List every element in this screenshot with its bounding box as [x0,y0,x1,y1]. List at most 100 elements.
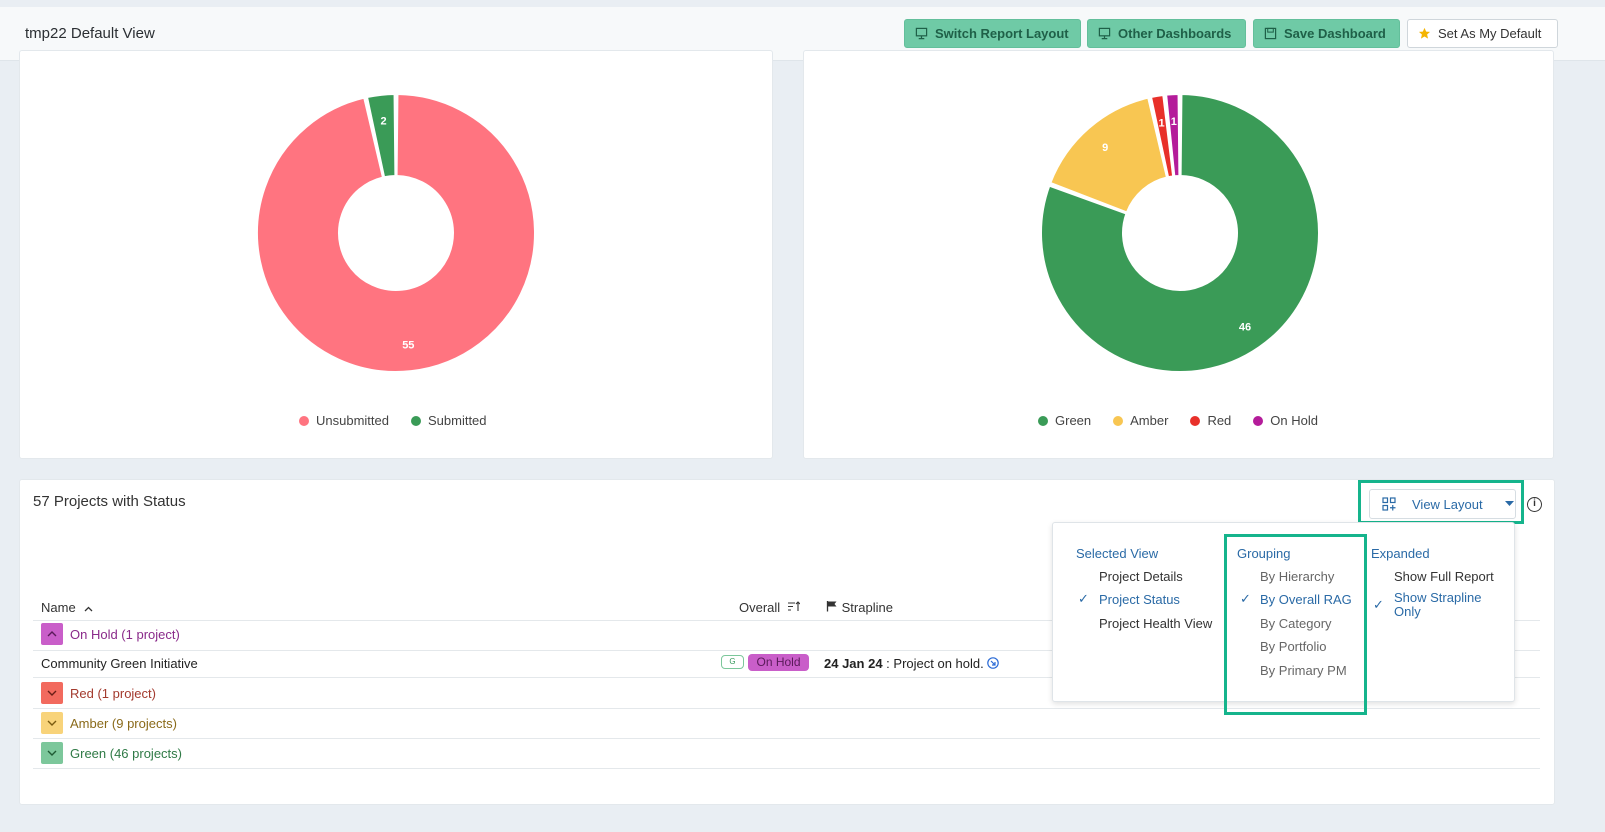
slice-label-on-hold: 1 [1171,116,1177,128]
legend-item-amber[interactable]: Amber [1113,413,1168,428]
other-dashboards-label: Other Dashboards [1118,26,1232,41]
legend-label: Amber [1130,413,1169,428]
legend-label: Green [1055,413,1092,428]
group-label: Green (46 projects) [70,745,182,761]
view-layout-label: View Layout [1412,496,1483,512]
option-project-health-view[interactable]: Project Health View [1099,616,1213,631]
option-project-status[interactable]: Project Status [1099,592,1180,607]
slice-green[interactable] [1040,93,1320,373]
slice-label-unsubmitted: 55 [402,339,414,351]
slice-unsubmitted[interactable] [256,93,536,373]
save-dashboard-button[interactable]: Save Dashboard [1253,19,1400,48]
group-label: Red (1 project) [70,685,156,701]
slice-amber[interactable] [1049,96,1168,214]
slice-label-red: 1 [1159,118,1165,130]
legend-item-submitted[interactable]: Submitted [410,413,487,428]
column-overall-label: Overall [739,600,781,615]
slice-on-hold[interactable] [1165,93,1181,178]
divider [33,708,1540,709]
column-name-label: Name [41,600,76,615]
grouping-highlight [1224,534,1367,715]
rag-donut-chart: 46 9 1 1 [1040,93,1320,373]
save-dashboard-label: Save Dashboard [1284,26,1386,41]
legend-item-green[interactable]: Green [1038,413,1091,428]
switch-report-layout-label: Switch Report Layout [935,26,1069,41]
legend-label: On Hold [1270,413,1318,428]
view-layout-button[interactable]: View Layout [1369,489,1516,519]
selected-view-heading: Selected View [1076,546,1159,561]
switch-report-layout-button[interactable]: Switch Report Layout [904,19,1081,48]
option-project-details[interactable]: Project Details [1099,569,1183,584]
sort-asc-icon [84,606,93,612]
legend-item-unsubmitted[interactable]: Unsubmitted [299,413,389,428]
info-icon[interactable]: i [1527,497,1542,512]
sort-filter-icon [787,601,801,611]
checkmark-icon: ✓ [1240,591,1251,606]
option-show-full-report[interactable]: Show Full Report [1394,569,1494,584]
presentation-icon [1098,27,1111,40]
legend-dot [1038,415,1048,426]
group-row-green[interactable]: Green (46 projects) [41,742,182,764]
column-header-overall[interactable]: Overall [739,600,801,615]
legend-label: Unsubmitted [316,413,389,428]
column-header-strapline[interactable]: Strapline [826,600,893,615]
strapline-cell: 24 Jan 24 : Project on hold. [824,656,1000,671]
view-layout-dropdown [1052,522,1515,702]
checkmark-icon: ✓ [1373,597,1384,612]
option-by-category[interactable]: By Category [1260,616,1332,631]
chevron-up-icon[interactable] [41,623,63,645]
legend-label: Submitted [427,413,487,428]
submission-donut-chart: 55 2 [256,93,536,373]
star-icon [1418,27,1431,39]
rag-g-badge: G [721,655,744,669]
project-name[interactable]: Community Green Initiative [41,656,198,671]
chevron-down-icon[interactable] [41,742,63,764]
status-badge: On Hold [748,654,809,671]
strapline-text: : Project on hold. [886,656,984,671]
column-header-name[interactable]: Name [41,600,93,615]
column-strapline-label: Strapline [841,600,893,615]
slice-submitted[interactable] [366,93,397,179]
slice-label-submitted: 2 [381,116,387,128]
rag-legend: Green Amber Red On Hold [1038,413,1318,428]
legend-item-red[interactable]: Red [1190,413,1231,428]
other-dashboards-button[interactable]: Other Dashboards [1087,19,1246,48]
set-as-default-button[interactable]: Set As My Default [1407,19,1558,48]
legend-item-on-hold[interactable]: On Hold [1253,413,1318,428]
presentation-icon [915,27,928,40]
grid-add-icon [1382,497,1396,511]
slice-label-amber: 9 [1102,142,1108,154]
legend-dot [1113,415,1124,426]
grouping-heading: Grouping [1237,546,1291,561]
expanded-heading: Expanded [1371,546,1430,561]
option-by-hierarchy[interactable]: By Hierarchy [1260,569,1335,584]
group-row-amber[interactable]: Amber (9 projects) [41,712,177,734]
submission-legend: Unsubmitted Submitted [299,413,487,428]
table-title: 57 Projects with Status [33,493,186,510]
slice-label-green: 46 [1239,322,1251,334]
group-row-red[interactable]: Red (1 project) [41,682,156,704]
divider [33,650,1540,651]
legend-dot [1253,415,1264,426]
chevron-down-icon[interactable] [41,712,63,734]
divider [33,620,1540,621]
submission-chart-card: 55 2 [19,50,773,459]
group-label: Amber (9 projects) [70,715,177,731]
option-by-primary-pm[interactable]: By Primary PM [1260,663,1347,678]
option-show-strapline-only[interactable]: Show Strapline Only [1394,590,1482,619]
slice-red[interactable] [1150,94,1175,179]
legend-label: Red [1207,413,1232,428]
page-title: tmp22 Default View [25,25,155,42]
chevron-down-icon[interactable] [41,682,63,704]
arrow-circle-icon[interactable] [987,657,1000,669]
checkmark-icon: ✓ [1078,591,1089,606]
divider [33,768,1540,769]
legend-dot [410,415,421,426]
rag-chart-card: 46 9 1 1 [803,50,1554,459]
caret-down-icon [1504,501,1514,506]
group-row-on-hold[interactable]: On Hold (1 project) [41,623,180,645]
group-label: On Hold (1 project) [70,626,180,642]
option-by-overall-rag[interactable]: By Overall RAG [1260,592,1352,607]
divider [33,738,1540,739]
option-by-portfolio[interactable]: By Portfolio [1260,639,1327,654]
